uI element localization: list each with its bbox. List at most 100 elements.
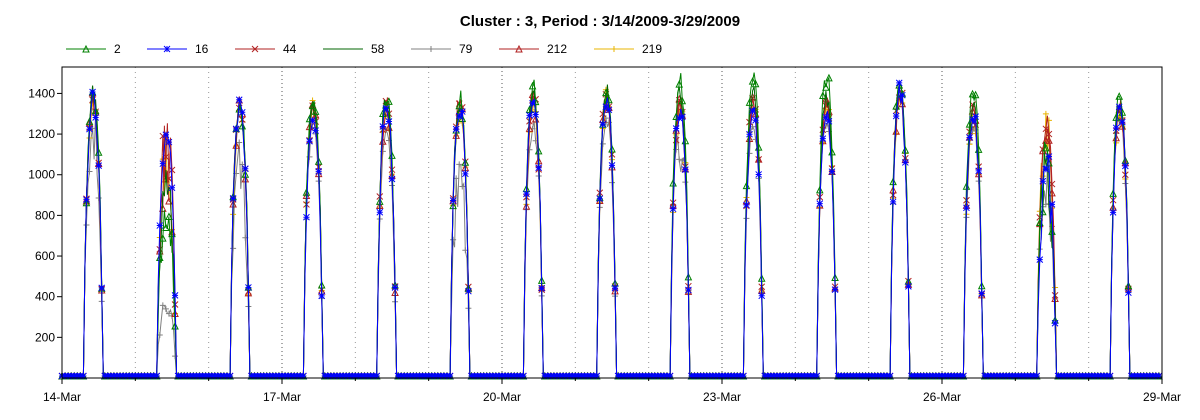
data-point (935, 372, 943, 380)
legend-item-58: 58 (323, 42, 385, 56)
data-point (266, 372, 274, 380)
data-point (1140, 372, 1148, 380)
data-point (614, 372, 622, 380)
data-point (795, 372, 802, 380)
data-point (1048, 201, 1056, 208)
data-point (1073, 372, 1080, 380)
plot-frame (61, 66, 1163, 379)
data-point (642, 372, 649, 380)
data-point (791, 372, 799, 380)
data-point (1143, 372, 1151, 380)
data-point (898, 91, 906, 99)
series-line-79 (62, 90, 1162, 377)
data-point (679, 157, 686, 164)
data-point (947, 372, 955, 380)
data-point (284, 372, 292, 380)
data-point (751, 79, 760, 88)
data-point (321, 372, 329, 380)
data-point (978, 290, 986, 297)
data-point (608, 162, 616, 169)
data-point (678, 113, 686, 121)
data-point (165, 138, 173, 146)
data-point (749, 107, 756, 115)
data-point (239, 161, 246, 168)
legend-label: 219 (642, 42, 662, 56)
series-line-212 (62, 85, 1162, 377)
data-point (251, 372, 258, 380)
data-point (232, 125, 240, 133)
data-point (1152, 372, 1160, 380)
data-point (388, 151, 396, 159)
data-point (458, 108, 466, 115)
data-point (141, 372, 148, 380)
data-point (443, 372, 451, 380)
data-point (895, 79, 903, 87)
data-point (776, 372, 784, 380)
data-point (971, 90, 980, 99)
data-point (1149, 372, 1157, 380)
data-point (697, 372, 704, 380)
data-point (1008, 372, 1016, 380)
data-point (287, 372, 295, 380)
data-point (636, 372, 643, 380)
legend-label: 79 (459, 42, 473, 56)
x-tick-label: 17-Mar (263, 390, 301, 404)
data-point (938, 372, 946, 380)
data-point (416, 372, 423, 380)
y-tick-label: 1400 (28, 86, 55, 100)
data-point (1134, 372, 1141, 380)
data-point (199, 372, 206, 380)
data-point (1121, 162, 1129, 170)
data-point (856, 372, 863, 380)
data-point (1112, 124, 1120, 132)
data-point (819, 91, 827, 100)
y-tick-label: 400 (35, 290, 55, 304)
data-point (171, 291, 179, 299)
data-point (700, 372, 708, 380)
data-point (269, 372, 277, 380)
data-point (373, 372, 381, 380)
data-point (208, 372, 216, 380)
data-point (1085, 372, 1093, 380)
data-point (865, 372, 873, 380)
data-point (1042, 110, 1049, 117)
data-point (660, 372, 668, 380)
y-tick-label: 1200 (28, 127, 55, 141)
data-point (489, 372, 497, 380)
data-point (94, 148, 103, 156)
data-point (1054, 372, 1062, 380)
data-point (163, 45, 171, 53)
data-point (498, 372, 506, 380)
data-point (1115, 92, 1124, 100)
data-point (648, 372, 656, 380)
data-point (172, 353, 179, 360)
data-point (471, 372, 478, 380)
data-point (966, 134, 973, 141)
data-point (1094, 372, 1102, 380)
data-point (86, 125, 93, 133)
data-point (963, 204, 970, 212)
data-point (1103, 372, 1111, 380)
data-point (147, 372, 154, 380)
data-point (676, 156, 683, 163)
data-point (245, 284, 252, 291)
data-point (862, 372, 869, 380)
data-point (901, 145, 910, 154)
data-point (230, 245, 237, 252)
data-point (709, 372, 717, 380)
data-point (846, 372, 854, 380)
data-point (755, 171, 763, 178)
data-point (235, 96, 243, 104)
data-point (1045, 153, 1053, 160)
data-point (993, 372, 1001, 380)
data-point (159, 160, 167, 168)
data-point (459, 183, 466, 190)
data-point (1100, 372, 1108, 380)
data-point (419, 372, 426, 380)
data-point (241, 165, 249, 173)
data-point (456, 161, 463, 168)
y-axis: 200 400 600 800 1000 1200 1400 (28, 86, 62, 344)
series-layer (58, 72, 1163, 380)
data-point (822, 83, 830, 91)
y-tick-label: 1000 (28, 168, 55, 182)
